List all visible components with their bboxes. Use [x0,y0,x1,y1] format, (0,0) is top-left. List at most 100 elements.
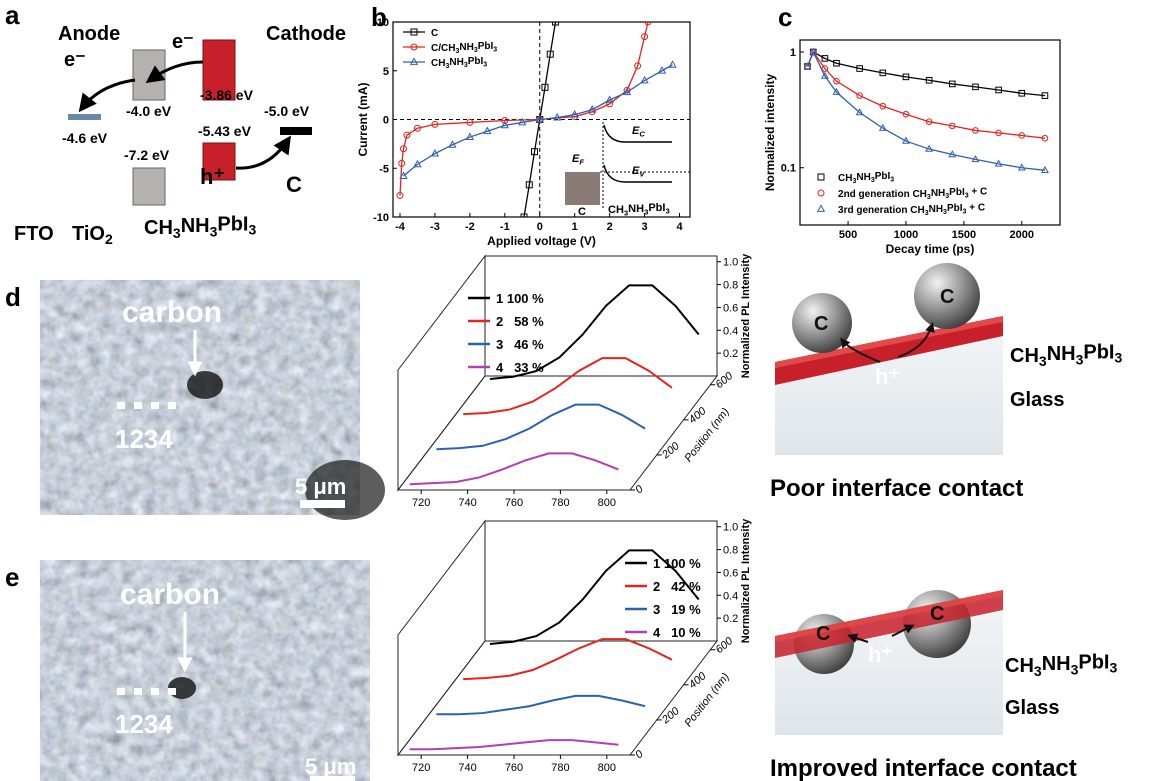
legend-label: 2 58 % [496,314,544,329]
z-tick-label: 400 [687,670,709,692]
figure: a Anode Cathode e⁻ e⁻ -4.0 eV -3.86 eV -… [0,0,1151,781]
legend-label: 4 33 % [496,360,544,375]
panel-d: d carbon 1234 5 μm C C h⁺ CH3NH3PbI3 Gla… [5,263,1123,520]
x-tick-label: -4 [395,221,406,233]
z-tick-label: 400 [687,405,709,427]
hole-label: h⁺ [200,164,225,189]
anode-label: Anode [58,23,120,45]
legend-label: C [431,28,438,39]
y-tick-label: -5 [379,163,389,175]
inset-label: C [578,206,586,218]
carbon-label: C [286,172,302,197]
series-line [808,52,1045,96]
legend-label: 1 100 % [653,556,701,571]
spectrum [436,405,645,450]
conduction-label: EC [632,125,645,138]
y-tick-label: 0.2 [723,348,738,360]
carbon-spot [187,371,223,399]
y-tick-label: 0.6 [723,567,738,579]
legend-marker [818,190,824,196]
legend-label: CH3NH3PbI3 [838,171,894,185]
spectrum [463,639,672,679]
energy-level: -4.0 eV [126,103,172,119]
layer-label: CH3NH3PbI3 [1005,651,1118,679]
layer-label: CH3NH3PbI3 [1010,341,1123,369]
layer-label: FTO [14,223,54,245]
x-tick-label: 2000 [1010,229,1034,241]
panel-label: c [778,2,792,32]
y-tick-label: 0.4 [723,590,738,602]
legend-label: 2nd generation CH3NH3PbI3 + C [838,186,987,201]
legend-label: C/CH3NH3PbI3 [431,41,497,55]
y-tick-label: 0 [383,115,389,127]
x-axis-label: Applied voltage (V) [487,234,596,248]
valence-label: EV [632,165,645,178]
inset-label: CH3NH3PbI3 [608,202,670,217]
legend-label: 2 42 % [653,579,701,594]
x-tick-label: 1 [572,221,578,233]
energy-level: -3.86 eV [200,87,254,103]
legend-label: 3 46 % [496,337,544,352]
legend-label: 3 19 % [653,602,701,617]
particle-label: C [930,603,944,625]
legend-marker [818,205,825,211]
caption: Improved interface contact [770,755,1077,781]
x-tick-label: 1500 [952,229,976,241]
hole-label: h⁺ [875,364,900,389]
z-tick-label: 200 [659,705,682,727]
y-tick-label: 0.2 [723,613,738,625]
series-group [804,49,1048,173]
y-tick-label: 0.1 [781,163,796,175]
image-label: carbon [122,296,222,329]
carbon-level [280,127,312,135]
y-axis-label: Normalized PL Intensity [740,518,752,643]
y-tick-label: 0.6 [723,302,738,314]
y-tick-label: 1.0 [723,257,738,269]
legend-label: 1 100 % [496,291,544,306]
x-tick-label: 3 [642,221,648,233]
y-axis-label: Normalized intensity [763,73,777,191]
x-axis-label: Decay time (ps) [886,242,975,256]
x-tick-label: 0 [537,221,543,233]
electron-label: e⁻ [64,49,86,71]
panel-label: e [5,562,19,592]
spectrum [463,358,672,414]
legend-label: 3rd generation CH3NH3PbI3 + C [838,202,985,217]
x-tick-label: 740 [458,762,476,774]
x-tick-label: 4 [676,221,683,233]
panel-b-inset: EF EC EV C CH3NH3PbI3 [565,122,690,218]
substrate-label: Glass [1005,697,1059,719]
x-tick-label: 720 [412,762,430,774]
y-axis-label: Normalized PL Intensity [740,253,752,378]
energy-level: -4.6 eV [62,130,108,146]
energy-level: -7.2 eV [124,147,170,163]
particle-label: C [940,286,954,308]
layer-label: TiO2 [72,223,113,247]
energy-level: -5.0 eV [264,103,310,119]
y-tick-label: 1 [790,47,796,59]
y-tick-label: 10 [377,17,389,29]
y-axis-label: Current (mA) [356,82,370,156]
x-tick-label: -1 [500,221,510,233]
arrow [236,140,288,168]
points-label: 1234 [115,709,173,739]
x-tick-label: 760 [505,762,523,774]
x-tick-label: 800 [598,762,616,774]
scale-label: 5 μm [305,754,356,779]
tio2-vb [133,168,165,205]
y-tick-label: -10 [373,212,389,224]
panel-e: e carbon 1234 5 μm C C h⁺ CH3NH3PbI3 Gla… [5,560,1118,781]
layer-label: CH3NH3PbI3 [144,213,257,241]
floor [398,376,717,490]
energy-level: -5.43 eV [198,123,252,139]
hole-label: h⁺ [868,642,893,667]
fermi-label: EF [572,153,584,166]
spectrum [410,453,619,484]
y-tick-label: 0.8 [723,280,738,292]
marker [669,61,676,67]
electron-label: e⁻ [172,31,194,53]
x-tick-label: -3 [430,221,440,233]
scale-bar [300,500,345,508]
z-tick-label: 200 [659,440,682,462]
legend-marker [818,174,824,180]
